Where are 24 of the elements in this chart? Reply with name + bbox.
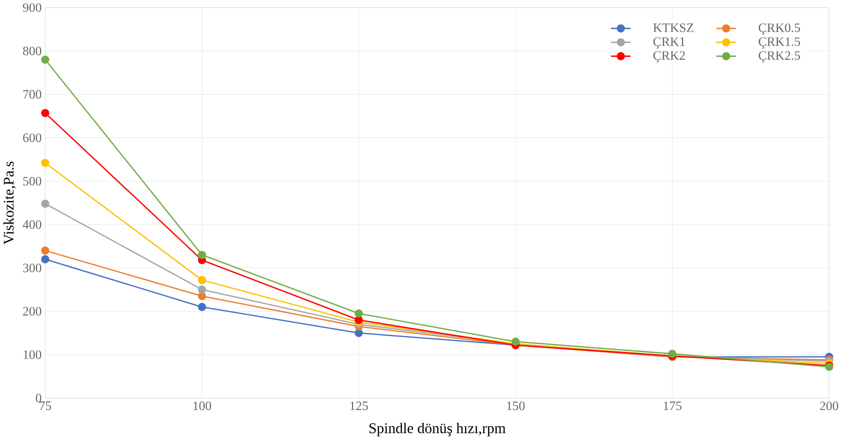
x-tick-label: 75 — [40, 401, 52, 410]
y-tick-label: 100 — [24, 350, 42, 359]
y-tick-label: 900 — [22, 3, 42, 12]
y-tick-label: 800 — [23, 46, 42, 56]
y-tick-label: 600 — [23, 133, 42, 142]
x-axis-title: Spindle dönüş hızı,rpm — [370, 422, 506, 436]
x-tick-label: 175 — [664, 401, 682, 410]
legend-label: KTKSZ — [653, 23, 694, 32]
x-tick-label: 150 — [507, 401, 525, 410]
legend-label: ÇRK0.5 — [758, 23, 800, 34]
y-tick-label: 200 — [23, 306, 42, 316]
x-tick-label: 125 — [350, 401, 368, 410]
x-tick-label: 200 — [820, 401, 838, 410]
y-tick-label: 500 — [23, 176, 42, 186]
x-tick-label: 100 — [194, 401, 212, 410]
legend-label: ÇRK1 — [653, 37, 685, 48]
y-tick-label: 300 — [23, 263, 42, 272]
y-axis-title: Viskozite,Pa.s — [3, 161, 16, 244]
y-tick-label: 0 — [36, 394, 42, 402]
y-tick-label: 400 — [22, 220, 42, 229]
legend-label: ÇRK1.5 — [758, 37, 800, 48]
legend-label: ÇRK2 — [653, 50, 685, 62]
legend-label: ÇRK2.5 — [758, 50, 800, 62]
y-tick-label: 700 — [23, 90, 42, 98]
